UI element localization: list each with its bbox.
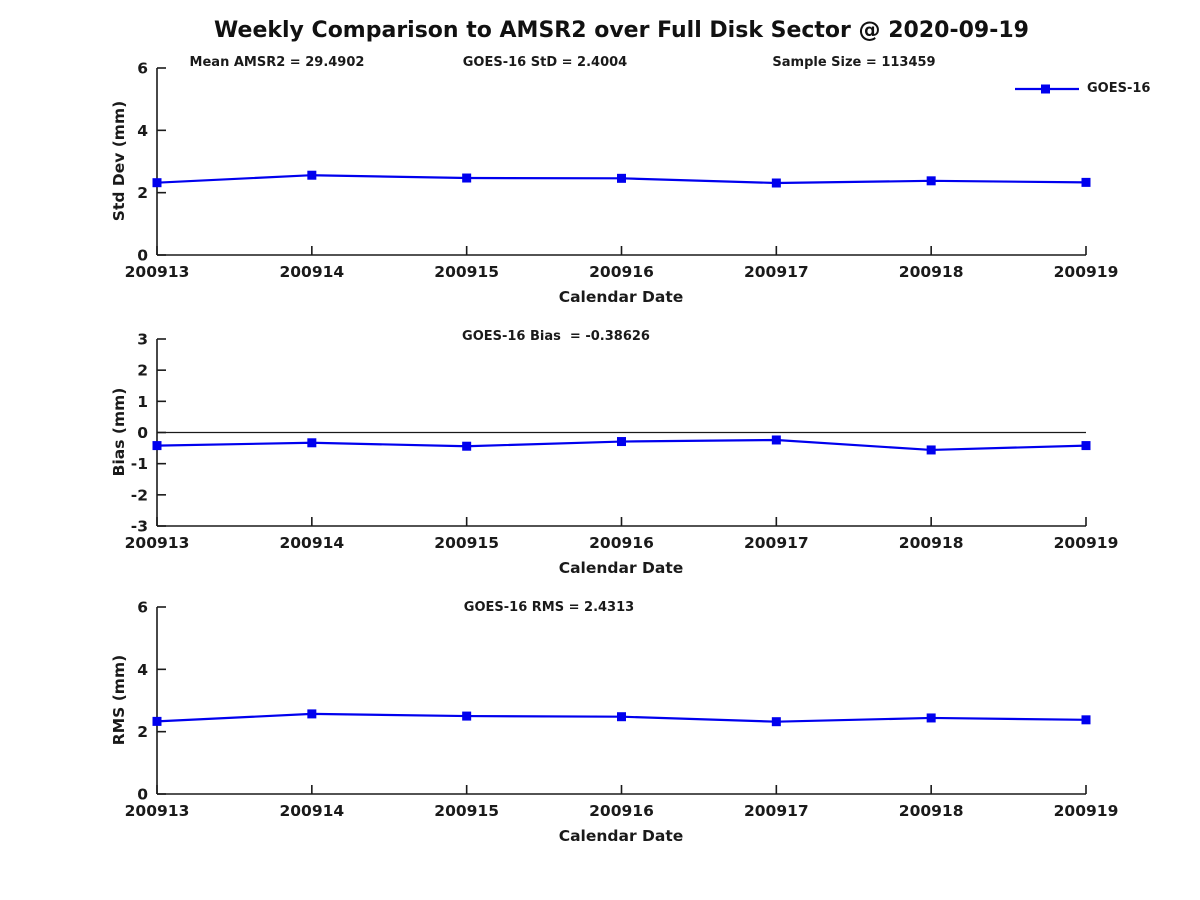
- data-marker: [617, 437, 626, 447]
- xlabel-bias: Calendar Date: [558, 559, 684, 577]
- y-tick-label: 0: [137, 786, 148, 804]
- x-tick-label: 200914: [279, 534, 344, 552]
- x-tick-label: 200917: [744, 802, 809, 820]
- data-marker: [926, 176, 936, 186]
- x-tick-label: 200917: [744, 263, 809, 281]
- data-marker: [1081, 441, 1091, 451]
- x-tick-label: 200915: [434, 263, 499, 281]
- x-tick-label: 200916: [589, 534, 654, 552]
- x-tick-label: 200916: [589, 802, 654, 820]
- x-tick-label: 200914: [279, 263, 344, 281]
- x-tick-label: 200919: [1054, 534, 1119, 552]
- y-tick-label: 0: [137, 247, 148, 265]
- data-marker: [152, 716, 162, 726]
- subplot-rms: 0 2 4 6 200913 200914 200915 200916 200917 200918…: [125, 599, 1119, 821]
- x-tick-label: 200919: [1054, 263, 1119, 281]
- data-marker: [771, 717, 781, 727]
- data-marker: [462, 173, 472, 183]
- legend-marker-icon: [1041, 84, 1050, 93]
- x-tick-label: 200915: [434, 534, 499, 552]
- data-marker: [617, 173, 626, 183]
- annotation-goes16-rms: GOES-16 RMS = 2.4313: [463, 600, 635, 615]
- y-tick-label: 6: [137, 599, 148, 617]
- y-tick-label: 2: [137, 362, 148, 380]
- y-tick-label: 1: [137, 393, 148, 411]
- y-tick-label: -3: [131, 518, 148, 536]
- x-tick-label: 200915: [434, 802, 499, 820]
- annotation-mean-amsr2: Mean AMSR2 = 29.4902: [189, 55, 365, 70]
- x-tick-label: 200917: [744, 534, 809, 552]
- data-marker: [462, 711, 472, 721]
- data-marker: [1081, 177, 1091, 187]
- y-tick-label: -2: [131, 486, 148, 504]
- y-tick-label: 6: [137, 60, 148, 78]
- legend-line-icon: [1015, 84, 1079, 93]
- annotation-goes16-std: GOES-16 StD = 2.4004: [462, 55, 628, 70]
- x-tick-label: 200913: [125, 802, 190, 820]
- y-tick-label: 2: [137, 184, 148, 202]
- x-tick-label: 200919: [1054, 802, 1119, 820]
- y-tick-label: 4: [137, 122, 148, 140]
- data-marker: [462, 441, 472, 451]
- y-tick-label: -1: [131, 455, 148, 473]
- y-tick-label: 0: [137, 424, 148, 442]
- legend-label: GOES-16: [1087, 81, 1151, 96]
- x-tick-label: 200918: [899, 263, 964, 281]
- data-marker: [926, 713, 936, 723]
- data-marker: [771, 178, 781, 188]
- legend: GOES-16: [1015, 81, 1150, 96]
- y-tick-label: 4: [137, 661, 148, 679]
- annotation-sample-size: Sample Size = 113459: [772, 55, 936, 70]
- x-tick-label: 200918: [899, 802, 964, 820]
- data-marker: [307, 709, 317, 719]
- xlabel-rms: Calendar Date: [558, 827, 684, 845]
- chart-title: Weekly Comparison to AMSR2 over Full Dis…: [214, 18, 1029, 43]
- xlabel-stddev: Calendar Date: [558, 288, 684, 306]
- x-tick-label: 200918: [899, 534, 964, 552]
- data-marker: [307, 438, 317, 448]
- y-tick-label: 2: [137, 723, 148, 741]
- data-marker: [771, 435, 781, 445]
- data-marker: [307, 170, 317, 180]
- subplot-bias: -3 -2 -1 0 1 2 3 200913 200914 200915 200916 200917…: [125, 331, 1119, 553]
- data-marker: [152, 441, 162, 451]
- subplot-stddev: 0 2 4 6 200913 200914 200915 200916 200917 200918…: [125, 60, 1119, 282]
- annotation-goes16-bias: GOES-16 Bias = -0.38626: [462, 329, 650, 344]
- x-tick-label: 200916: [589, 263, 654, 281]
- x-tick-label: 200913: [125, 263, 190, 281]
- y-tick-label: 3: [137, 331, 148, 349]
- data-marker: [1081, 715, 1091, 725]
- data-marker: [926, 445, 936, 455]
- data-marker: [617, 712, 626, 722]
- x-tick-label: 200914: [279, 802, 344, 820]
- x-tick-label: 200913: [125, 534, 190, 552]
- data-marker: [152, 178, 162, 188]
